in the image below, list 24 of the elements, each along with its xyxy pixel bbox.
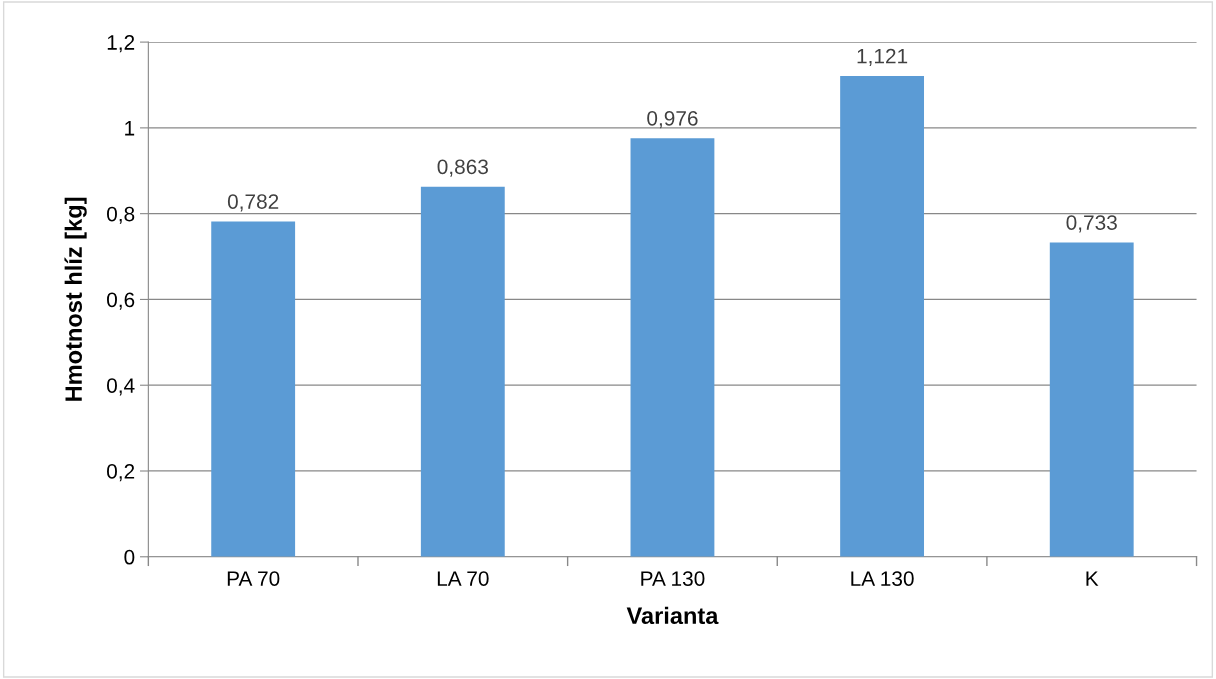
x-tick-label: K xyxy=(1086,571,1099,586)
bar xyxy=(1049,242,1134,557)
x-tick-label: PA 70 xyxy=(227,571,280,586)
y-tick-label: 0 xyxy=(124,549,135,565)
y-tick-label: 0,2 xyxy=(107,464,135,482)
y-tick-label: 0,8 xyxy=(107,206,135,224)
bar xyxy=(630,138,715,557)
x-tick-label: LA 130 xyxy=(851,571,914,586)
x-tick-label: LA 70 xyxy=(437,571,489,586)
bar xyxy=(211,221,296,557)
x-axis-title: Varianta xyxy=(626,606,719,625)
y-axis-title: Hmotnost hlíz [kg] xyxy=(64,197,87,401)
y-tick-label: 1,2 xyxy=(107,35,135,53)
bar xyxy=(840,75,925,557)
data-label: 0,976 xyxy=(647,110,698,129)
data-label: 0,863 xyxy=(437,159,488,177)
data-label: 0,733 xyxy=(1066,215,1117,233)
y-tick-label: 0,4 xyxy=(107,378,135,396)
y-tick-label: 0,6 xyxy=(107,292,135,310)
y-tick-label: 1 xyxy=(125,121,135,136)
data-label: 1,121 xyxy=(857,48,908,66)
x-tick-label: PA 130 xyxy=(641,571,705,586)
data-label: 0,782 xyxy=(227,194,279,212)
bar xyxy=(420,186,505,557)
